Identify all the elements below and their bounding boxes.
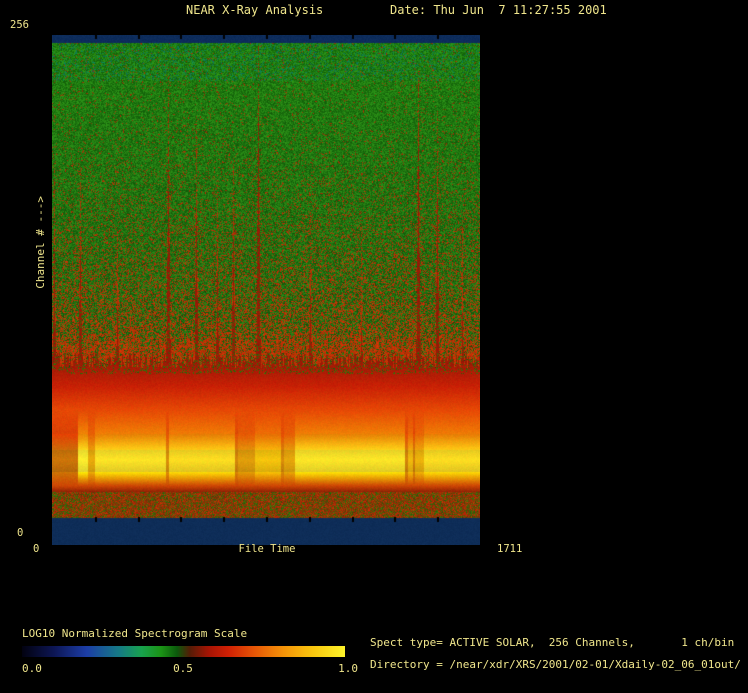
directory-info: Directory = /near/xdr/XRS/2001/02-01/Xda… xyxy=(370,658,741,671)
x-axis-min-label: 0 xyxy=(33,543,40,555)
y-axis-min-label: 0 xyxy=(17,527,24,539)
spect-type-info: Spect type= ACTIVE SOLAR, 256 Channels, … xyxy=(370,636,735,649)
y-axis-max-label: 256 xyxy=(10,19,29,31)
colorbar-tick-mid: 0.5 xyxy=(173,662,193,675)
x-axis-max-label: 1711 xyxy=(497,543,523,555)
page-title: NEAR X-Ray Analysis xyxy=(186,3,324,17)
colorbar-tick-min: 0.0 xyxy=(22,662,42,675)
colorbar-label: LOG10 Normalized Spectrogram Scale xyxy=(22,627,248,640)
spectrogram-plot xyxy=(52,35,480,545)
header-date: Date: Thu Jun 7 11:27:55 2001 xyxy=(390,3,607,17)
colorbar-tick-max: 1.0 xyxy=(338,662,358,675)
x-axis-title: File Time xyxy=(238,543,296,555)
y-axis-title: Channel # ---> xyxy=(34,196,47,289)
colorbar-gradient xyxy=(22,646,345,657)
